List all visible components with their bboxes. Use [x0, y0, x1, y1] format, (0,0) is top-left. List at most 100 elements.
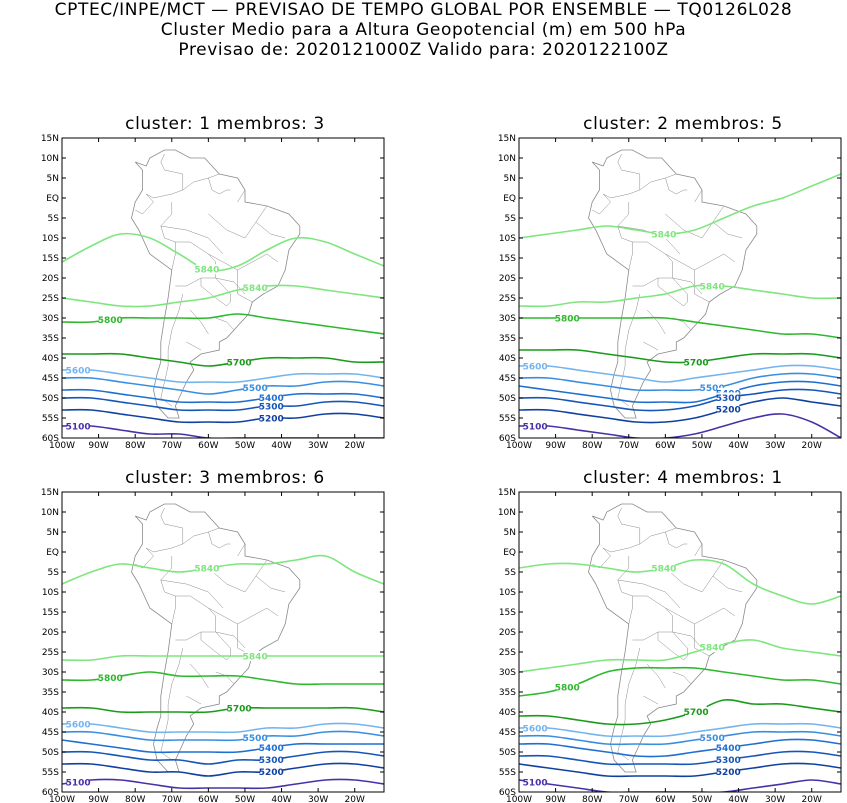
- country-border: [255, 221, 286, 239]
- contour-label: 5200: [259, 768, 284, 778]
- contour-label: 5840: [194, 565, 219, 575]
- lon-tick-label: 40W: [728, 795, 748, 803]
- lat-tick-label: 15S: [42, 254, 59, 264]
- country-border: [175, 595, 216, 641]
- country-border: [694, 543, 703, 557]
- country-border: [657, 631, 688, 661]
- contour-label-bg: [228, 703, 251, 713]
- lon-tick-label: 70W: [619, 441, 639, 451]
- contour-label: 5840: [651, 230, 676, 240]
- contour-label-bg: [260, 754, 283, 765]
- contour-label: 5400: [259, 744, 284, 754]
- country-border: [146, 507, 184, 553]
- contour-label: 5100: [66, 778, 91, 788]
- lat-tick-label: 20S: [499, 628, 516, 638]
- contour-5300: [519, 388, 841, 412]
- contour-label: 5200: [716, 768, 741, 778]
- contour-5100: [62, 424, 384, 438]
- contour-5400: [62, 739, 384, 754]
- map-frame: [61, 491, 385, 793]
- contour-label-bg: [652, 563, 675, 574]
- contour-5400: [519, 738, 841, 758]
- lon-tick-label: 80W: [582, 795, 602, 803]
- lon-tick-label: 60W: [655, 795, 675, 803]
- contour-label-bg: [244, 732, 267, 743]
- country-border: [665, 531, 688, 549]
- lat-tick-label: EQ: [46, 548, 59, 558]
- lat-tick-label: 15N: [498, 134, 516, 144]
- country-border: [160, 579, 224, 609]
- lat-tick-label: 15N: [41, 134, 59, 144]
- contour-label-bg: [701, 732, 724, 743]
- country-border: [237, 543, 246, 557]
- lat-tick-label: 10S: [42, 588, 59, 598]
- country-border: [694, 624, 710, 657]
- contour-5500: [519, 730, 841, 746]
- country-border: [592, 193, 611, 215]
- lon-tick-label: 80W: [125, 441, 145, 451]
- contour-5400: [519, 380, 841, 404]
- contour-5600: [519, 722, 841, 738]
- contour-label: 5300: [259, 756, 284, 766]
- country-border: [639, 527, 677, 545]
- country-border: [665, 253, 736, 271]
- header-line-2: Cluster Medio para a Altura Geopotencial…: [160, 20, 687, 40]
- contour-label-bg: [652, 228, 675, 239]
- contour-5400: [62, 388, 384, 404]
- contour-label: 5500: [700, 384, 725, 394]
- lat-tick-label: 50S: [499, 394, 516, 404]
- contour-5600: [62, 722, 384, 734]
- country-border: [189, 309, 209, 335]
- country-border: [135, 193, 154, 215]
- contour-label-bg: [67, 365, 90, 375]
- country-border: [665, 177, 688, 195]
- lat-tick-label: 35S: [499, 688, 516, 698]
- country-border: [672, 671, 692, 685]
- contour-5840: [62, 232, 384, 272]
- lat-tick-label: 35S: [42, 334, 59, 344]
- lon-tick-label: 30W: [765, 441, 785, 451]
- contour-label: 5800: [555, 315, 580, 325]
- country-border: [182, 173, 220, 191]
- country-border: [643, 341, 659, 351]
- lat-tick-label: 10N: [498, 508, 516, 518]
- contour-label-bg: [556, 681, 579, 692]
- lat-tick-label: 10N: [41, 508, 59, 518]
- contour-label-bg: [244, 282, 267, 293]
- country-border: [665, 559, 725, 593]
- contour-5300: [519, 750, 841, 766]
- country-border: [208, 177, 231, 195]
- contour-5500: [519, 372, 841, 392]
- lat-tick-label: 15S: [42, 608, 59, 618]
- contour-label-bg: [701, 281, 724, 291]
- coastline: [131, 503, 301, 773]
- contour-label-bg: [195, 264, 218, 275]
- country-border: [182, 527, 220, 545]
- contour-label: 5840: [700, 283, 725, 293]
- contour-label: 5100: [523, 779, 548, 789]
- lat-tick-label: 40S: [42, 354, 59, 364]
- country-border: [208, 531, 231, 549]
- country-border: [657, 277, 688, 307]
- lat-tick-label: 15N: [41, 488, 59, 498]
- contour-5840: [519, 173, 841, 239]
- country-border: [208, 253, 279, 271]
- contour-5100: [62, 778, 384, 790]
- contour-label: 5600: [523, 725, 548, 735]
- contour-label: 5600: [523, 363, 548, 373]
- lat-tick-label: 50S: [42, 394, 59, 404]
- lat-tick-label: 35S: [42, 688, 59, 698]
- map-frame: [518, 137, 842, 439]
- lat-tick-label: EQ: [503, 548, 516, 558]
- lon-tick-label: 100W: [506, 441, 532, 451]
- country-border: [186, 341, 202, 351]
- contour-label-bg: [67, 421, 90, 431]
- lat-tick-label: 60S: [42, 434, 59, 444]
- lat-tick-label: 5S: [505, 214, 517, 224]
- contour-label: 5500: [243, 734, 268, 744]
